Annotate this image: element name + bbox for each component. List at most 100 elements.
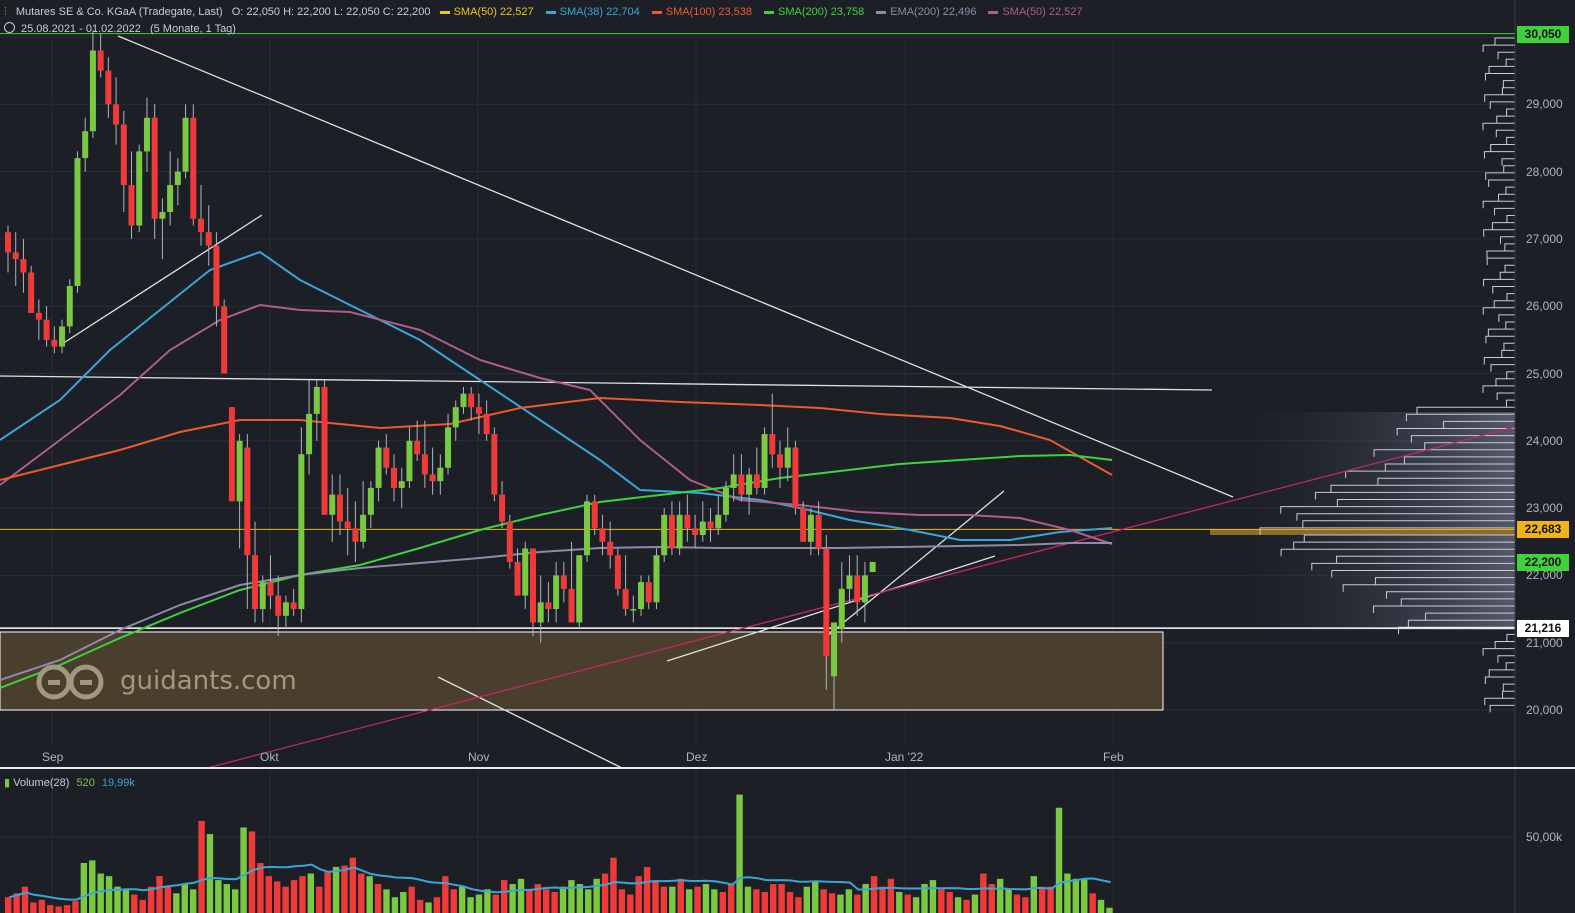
indicator-text: SMA(50) 22,527 bbox=[1002, 6, 1083, 18]
volume-bar bbox=[383, 889, 390, 913]
axis-panel bbox=[1515, 0, 1575, 913]
candle-body bbox=[306, 413, 313, 455]
volume-bar bbox=[593, 878, 600, 913]
trend-lines bbox=[0, 33, 1516, 769]
indicator-swatch bbox=[764, 10, 774, 14]
candle-body bbox=[228, 407, 235, 502]
price-tick-label: 25,000 bbox=[1526, 366, 1563, 381]
indicator-3[interactable]: SMA(200) 23,758 bbox=[764, 6, 870, 18]
volume-bar bbox=[862, 884, 869, 913]
volume-bar bbox=[316, 886, 323, 913]
indicator-0[interactable]: SMA(50) 22,527 bbox=[439, 6, 540, 18]
volume-value: 520 bbox=[76, 777, 95, 789]
candle-body bbox=[746, 474, 753, 495]
candle-body bbox=[336, 494, 343, 522]
volume-bar bbox=[13, 893, 20, 913]
volume-bar bbox=[702, 884, 710, 913]
profile-bar bbox=[1400, 598, 1515, 606]
profile-bar bbox=[1384, 463, 1515, 471]
volume-bar bbox=[433, 897, 441, 913]
candle-body bbox=[28, 272, 35, 313]
chart-type-icon[interactable]: ⫶ bbox=[4, 6, 7, 18]
candle-body bbox=[367, 487, 374, 515]
candle-body bbox=[475, 407, 482, 414]
volume-bar bbox=[307, 873, 315, 913]
profile-bar bbox=[1373, 605, 1515, 613]
volume-bar bbox=[988, 884, 995, 913]
candle-body bbox=[831, 622, 838, 677]
volume-bar bbox=[1106, 907, 1113, 913]
volume-bar bbox=[30, 902, 37, 913]
volume-bar bbox=[812, 881, 819, 913]
volume-bar bbox=[450, 889, 457, 913]
profile-bar bbox=[1374, 577, 1515, 585]
candle-body bbox=[5, 232, 11, 253]
volume-bar bbox=[173, 893, 180, 913]
candle-body bbox=[846, 575, 853, 589]
volume-bar bbox=[1005, 889, 1012, 913]
volume-bar bbox=[727, 884, 735, 913]
profile-bar bbox=[1488, 669, 1515, 677]
volume-bar bbox=[921, 884, 928, 913]
volume-bar bbox=[408, 886, 415, 913]
profile-bar bbox=[1483, 357, 1515, 365]
profile-bar bbox=[1280, 506, 1515, 514]
volume-icon: ▮ bbox=[4, 777, 11, 789]
candle-body bbox=[537, 602, 544, 623]
ma-line-2 bbox=[0, 396, 1113, 481]
candle-body bbox=[313, 386, 320, 414]
candle-body bbox=[661, 514, 668, 556]
price-tag: 22,200 bbox=[1517, 553, 1569, 571]
profile-bar bbox=[1488, 65, 1515, 74]
candle-body bbox=[267, 582, 274, 596]
indicator-5[interactable]: SMA(50) 22,527 bbox=[988, 6, 1088, 18]
volume-bar bbox=[475, 894, 483, 913]
poc-bar bbox=[1210, 529, 1515, 535]
candle-body bbox=[699, 521, 706, 536]
price-tick-label: 26,000 bbox=[1526, 299, 1563, 314]
profile-bar bbox=[1483, 278, 1515, 287]
candle-body bbox=[653, 555, 660, 603]
candle-body bbox=[414, 440, 421, 455]
volume-bar bbox=[458, 886, 466, 913]
volume-bar bbox=[509, 884, 516, 913]
volume-bar bbox=[551, 891, 558, 913]
profile-bar bbox=[1498, 314, 1515, 322]
indicator-2[interactable]: SMA(100) 23,538 bbox=[651, 6, 758, 18]
volume-bar bbox=[870, 876, 878, 913]
volume-bar bbox=[374, 884, 382, 913]
indicator-1[interactable]: SMA(38) 22,704 bbox=[545, 6, 646, 18]
candle-body bbox=[113, 104, 120, 125]
indicator-4[interactable]: EMA(200) 22,496 bbox=[876, 6, 982, 18]
profile-bar bbox=[1490, 364, 1515, 372]
profile-bar bbox=[1385, 591, 1515, 599]
volume-label: Volume(28) bbox=[13, 777, 70, 789]
volume-bar bbox=[366, 876, 373, 913]
volume-bar bbox=[299, 876, 306, 913]
profile-bar bbox=[1500, 236, 1515, 244]
volume-bar bbox=[63, 905, 71, 913]
profile-bar bbox=[1443, 420, 1515, 429]
profile-bar bbox=[1486, 250, 1515, 258]
volume-bar bbox=[896, 891, 903, 913]
profile-bar bbox=[1505, 58, 1515, 67]
volume-bar bbox=[324, 870, 331, 913]
candle-body bbox=[815, 514, 822, 549]
indicator-swatch bbox=[439, 10, 450, 14]
profile-bar bbox=[1293, 541, 1515, 550]
candle-body bbox=[838, 588, 845, 630]
candle-body bbox=[105, 70, 112, 105]
candle-body bbox=[553, 575, 560, 610]
profile-bar bbox=[1496, 392, 1515, 400]
chart-header: ⫶ Mutares SE & Co. KGaA (Tradegate, Last… bbox=[4, 6, 1101, 19]
volume-bar bbox=[685, 889, 693, 913]
candle-body bbox=[591, 501, 598, 529]
time-tick-label: Nov bbox=[468, 750, 490, 764]
volume-bar bbox=[996, 878, 1004, 913]
volume-bar bbox=[147, 886, 155, 913]
candle-body bbox=[20, 259, 27, 273]
volume-bar bbox=[946, 891, 953, 913]
volume-bar bbox=[492, 894, 499, 913]
profile-bar bbox=[1407, 619, 1515, 628]
